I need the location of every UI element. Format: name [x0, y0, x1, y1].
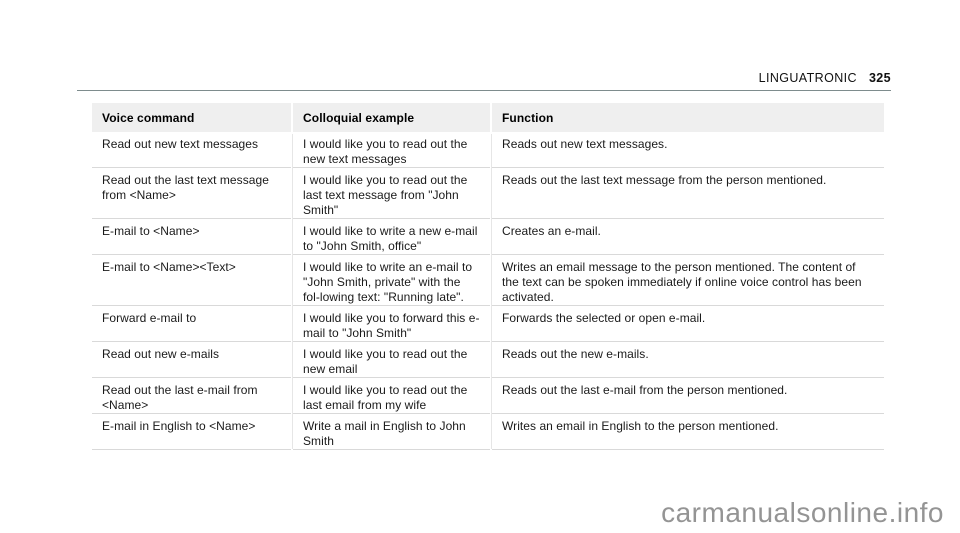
- table-row: Forward e-mail to I would like you to fo…: [92, 306, 884, 342]
- colloquial-example-cell: I would like you to read out the last em…: [293, 378, 490, 414]
- table-row: Read out the last e-mail from <Name> I w…: [92, 378, 884, 414]
- function-cell: Writes an email in English to the person…: [492, 414, 884, 450]
- column-header-voice-command: Voice command: [92, 103, 291, 132]
- colloquial-example-cell: I would like to write an e-mail to "John…: [293, 255, 490, 306]
- voice-command-cell: Read out new text messages: [92, 132, 291, 168]
- section-title: LINGUATRONIC: [758, 71, 857, 85]
- colloquial-example-cell: I would like to write a new e-mail to "J…: [293, 219, 490, 255]
- function-cell: Forwards the selected or open e-mail.: [492, 306, 884, 342]
- voice-command-cell: Read out new e-mails: [92, 342, 291, 378]
- function-cell: Reads out new text messages.: [492, 132, 884, 168]
- column-header-colloquial-example: Colloquial example: [293, 103, 490, 132]
- colloquial-example-cell: I would like you to read out the new tex…: [293, 132, 490, 168]
- colloquial-example-cell: I would like you to read out the last te…: [293, 168, 490, 219]
- function-cell: Writes an email message to the person me…: [492, 255, 884, 306]
- running-header: LINGUATRONIC 325: [759, 71, 891, 85]
- colloquial-example-cell: I would like you to forward this e-mail …: [293, 306, 490, 342]
- table-row: E-mail to <Name><Text> I would like to w…: [92, 255, 884, 306]
- voice-command-cell: E-mail to <Name>: [92, 219, 291, 255]
- colloquial-example-cell: I would like you to read out the new ema…: [293, 342, 490, 378]
- table-row: E-mail in English to <Name> Write a mail…: [92, 414, 884, 450]
- voice-command-table: Voice command Colloquial example Functio…: [90, 103, 886, 450]
- function-cell: Reads out the last e-mail from the perso…: [492, 378, 884, 414]
- voice-command-cell: Forward e-mail to: [92, 306, 291, 342]
- function-cell: Creates an e-mail.: [492, 219, 884, 255]
- voice-command-cell: E-mail in English to <Name>: [92, 414, 291, 450]
- colloquial-example-cell: Write a mail in English to John Smith: [293, 414, 490, 450]
- table-row: E-mail to <Name> I would like to write a…: [92, 219, 884, 255]
- page-number: 325: [868, 71, 891, 85]
- table-row: Read out new e-mails I would like you to…: [92, 342, 884, 378]
- column-divider: [292, 134, 293, 449]
- function-cell: Reads out the new e-mails.: [492, 342, 884, 378]
- voice-command-cell: E-mail to <Name><Text>: [92, 255, 291, 306]
- watermark: carmanualsonline.info: [661, 497, 944, 528]
- voice-command-cell: Read out the last text message from <Nam…: [92, 168, 291, 219]
- table-header-row: Voice command Colloquial example Functio…: [92, 103, 884, 132]
- voice-command-cell: Read out the last e-mail from <Name>: [92, 378, 291, 414]
- table-row: Read out new text messages I would like …: [92, 132, 884, 168]
- table-row: Read out the last text message from <Nam…: [92, 168, 884, 219]
- function-cell: Reads out the last text message from the…: [492, 168, 884, 219]
- column-header-function: Function: [492, 103, 884, 132]
- header-rule: [77, 90, 891, 91]
- column-divider: [491, 134, 492, 449]
